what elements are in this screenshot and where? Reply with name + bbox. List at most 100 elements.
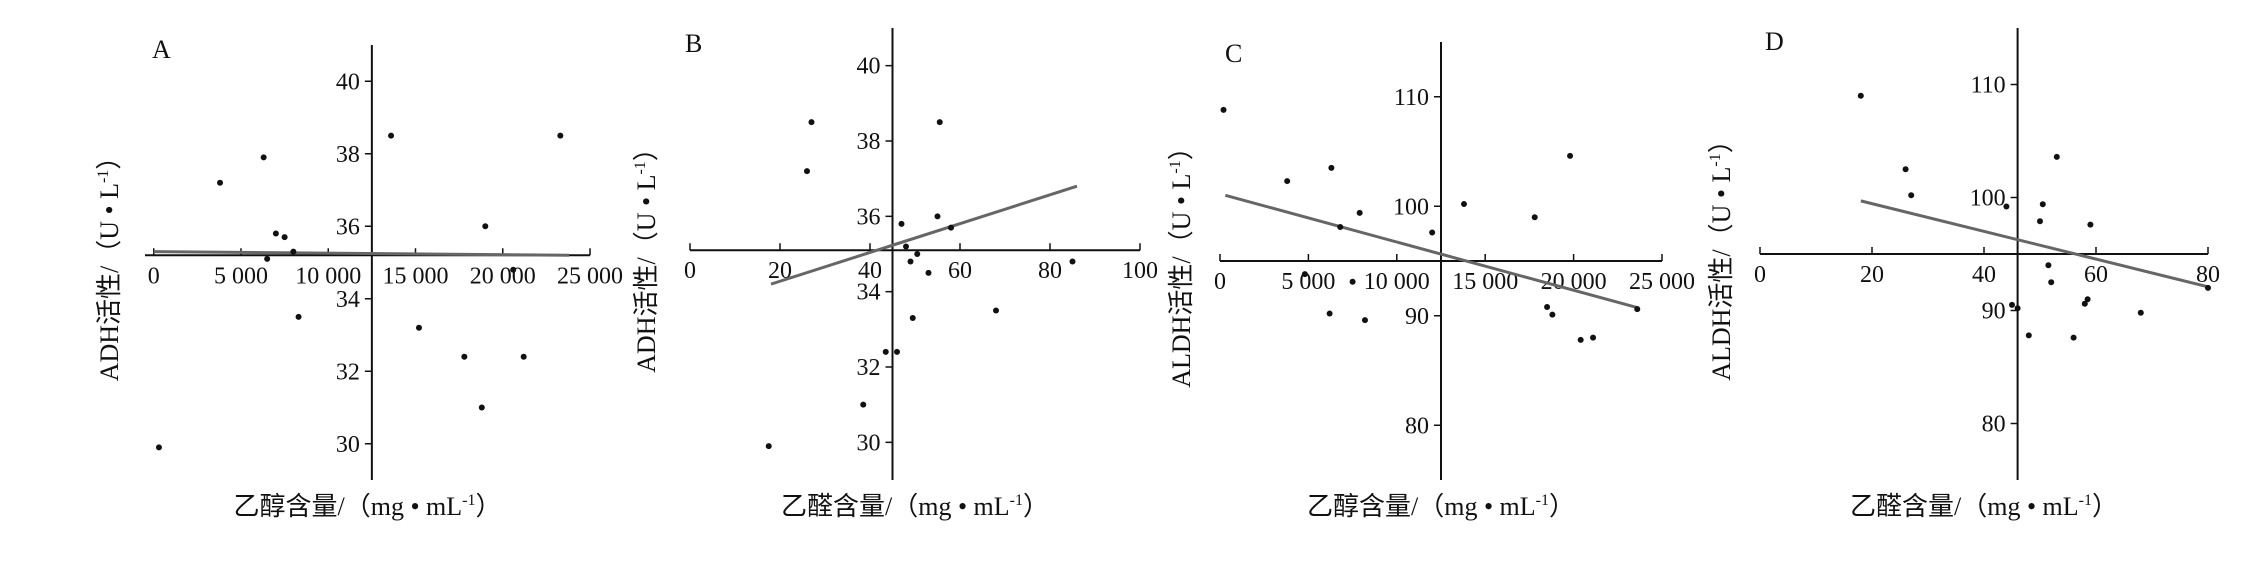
fit-line	[770, 184, 1078, 286]
data-point	[2081, 300, 2088, 307]
data-point	[903, 243, 909, 250]
data-point	[1301, 271, 1308, 278]
y-tick-label: 110	[1970, 73, 2005, 99]
panel-label: D	[1765, 27, 1784, 56]
x-axis-title: 乙醇含量/（mg • mL-1）	[234, 492, 502, 521]
data-point	[808, 119, 815, 126]
y-axis-title: ALDH活性/（U • L-1）	[1707, 127, 1736, 381]
x-axis-title: 乙醛含量/（mg • mL-1）	[781, 492, 1049, 521]
data-point	[1634, 306, 1641, 313]
data-point	[482, 223, 489, 230]
data-point	[1544, 303, 1551, 310]
x-tick-label: 10 000	[1364, 269, 1430, 295]
data-point	[2137, 309, 2144, 316]
data-point	[2087, 221, 2094, 228]
x-tick-label: 15 000	[382, 263, 448, 289]
data-point	[1549, 311, 1556, 318]
y-tick-label: 30	[857, 430, 881, 456]
data-point	[1326, 310, 1333, 317]
x-tick-label: 20	[1860, 262, 1884, 288]
data-point	[1902, 166, 1909, 173]
data-point	[461, 353, 468, 360]
x-tick-label: 5 000	[1281, 269, 1335, 295]
data-point	[1429, 229, 1436, 236]
data-point	[2070, 334, 2077, 341]
y-tick-label: 100	[1970, 186, 2006, 212]
y-tick-label: 38	[857, 129, 881, 155]
data-point	[155, 444, 162, 451]
data-point	[1356, 209, 1363, 216]
data-point	[557, 132, 564, 139]
data-point	[948, 224, 954, 231]
data-point	[765, 443, 772, 450]
x-tick-label: 100	[1122, 258, 1158, 284]
y-tick-label: 90	[1405, 304, 1429, 330]
fit-line	[1224, 193, 1640, 310]
x-tick-label: 80	[1038, 258, 1062, 284]
data-point	[1337, 224, 1344, 231]
x-tick-label: 60	[948, 258, 972, 284]
data-point	[907, 258, 914, 265]
data-point	[1328, 164, 1335, 171]
y-tick-label: 100	[1393, 194, 1429, 220]
chart-panel-a: 0 5 000 10 000 15 000 20 000 25 000 30 32 34 36 38…	[95, 35, 623, 521]
y-axis-title: ALDH活性/（U • L-1）	[1167, 134, 1196, 388]
data-point	[1349, 278, 1356, 285]
x-axis-title: 乙醛含量/（mg • mL-1）	[1850, 492, 2118, 521]
x-tick-label: 0	[684, 258, 696, 284]
data-point	[2048, 279, 2055, 286]
data-point	[898, 220, 905, 227]
y-tick-label: 80	[1405, 413, 1429, 439]
y-axis-title: ADH活性/（U • L-1）	[632, 135, 661, 373]
y-tick-label: 90	[1982, 299, 2006, 325]
x-axis-title: 乙醇含量/（mg • mL-1）	[1307, 492, 1575, 521]
data-point	[804, 168, 810, 175]
data-point	[290, 248, 297, 255]
y-tick-label: 110	[1394, 85, 1429, 111]
data-point	[1590, 334, 1597, 341]
data-point	[1069, 258, 1076, 265]
fit-line	[1860, 199, 2209, 289]
data-point	[882, 348, 889, 355]
x-tick-label: 40	[1972, 262, 1996, 288]
y-tick-label: 36	[857, 204, 881, 230]
y-tick-label: 32	[336, 359, 360, 385]
data-point	[281, 234, 288, 241]
data-point	[260, 154, 267, 161]
x-tick-label: 0	[1214, 269, 1226, 295]
x-tick-label: 25 000	[557, 263, 623, 289]
x-tick-label: 0	[1754, 262, 1766, 288]
data-point	[415, 324, 422, 331]
data-point	[909, 315, 916, 322]
data-point	[925, 269, 932, 276]
y-tick-label: 40	[857, 54, 881, 80]
y-tick-label: 34	[857, 280, 881, 306]
data-point	[2014, 305, 2021, 312]
x-tick-label: 5 000	[214, 263, 268, 289]
data-point	[2084, 296, 2091, 303]
x-tick-label: 10 000	[295, 263, 361, 289]
data-point	[2205, 284, 2211, 291]
y-tick-label: 80	[1982, 412, 2006, 438]
data-point	[510, 266, 517, 273]
data-point	[2009, 301, 2015, 308]
data-point	[1220, 106, 1227, 113]
data-point	[520, 353, 527, 360]
y-tick-label: 32	[857, 355, 881, 381]
data-point	[2053, 153, 2060, 160]
data-point	[1908, 192, 1915, 199]
x-tick-label: 25 000	[1629, 269, 1695, 295]
data-point	[264, 255, 271, 262]
data-point	[1460, 201, 1467, 208]
data-point	[2037, 218, 2043, 225]
y-tick-label: 34	[336, 287, 360, 313]
data-point	[2039, 201, 2046, 208]
panel-label: A	[152, 35, 171, 64]
y-tick-label: 30	[336, 432, 360, 458]
x-tick-label: 0	[148, 263, 160, 289]
